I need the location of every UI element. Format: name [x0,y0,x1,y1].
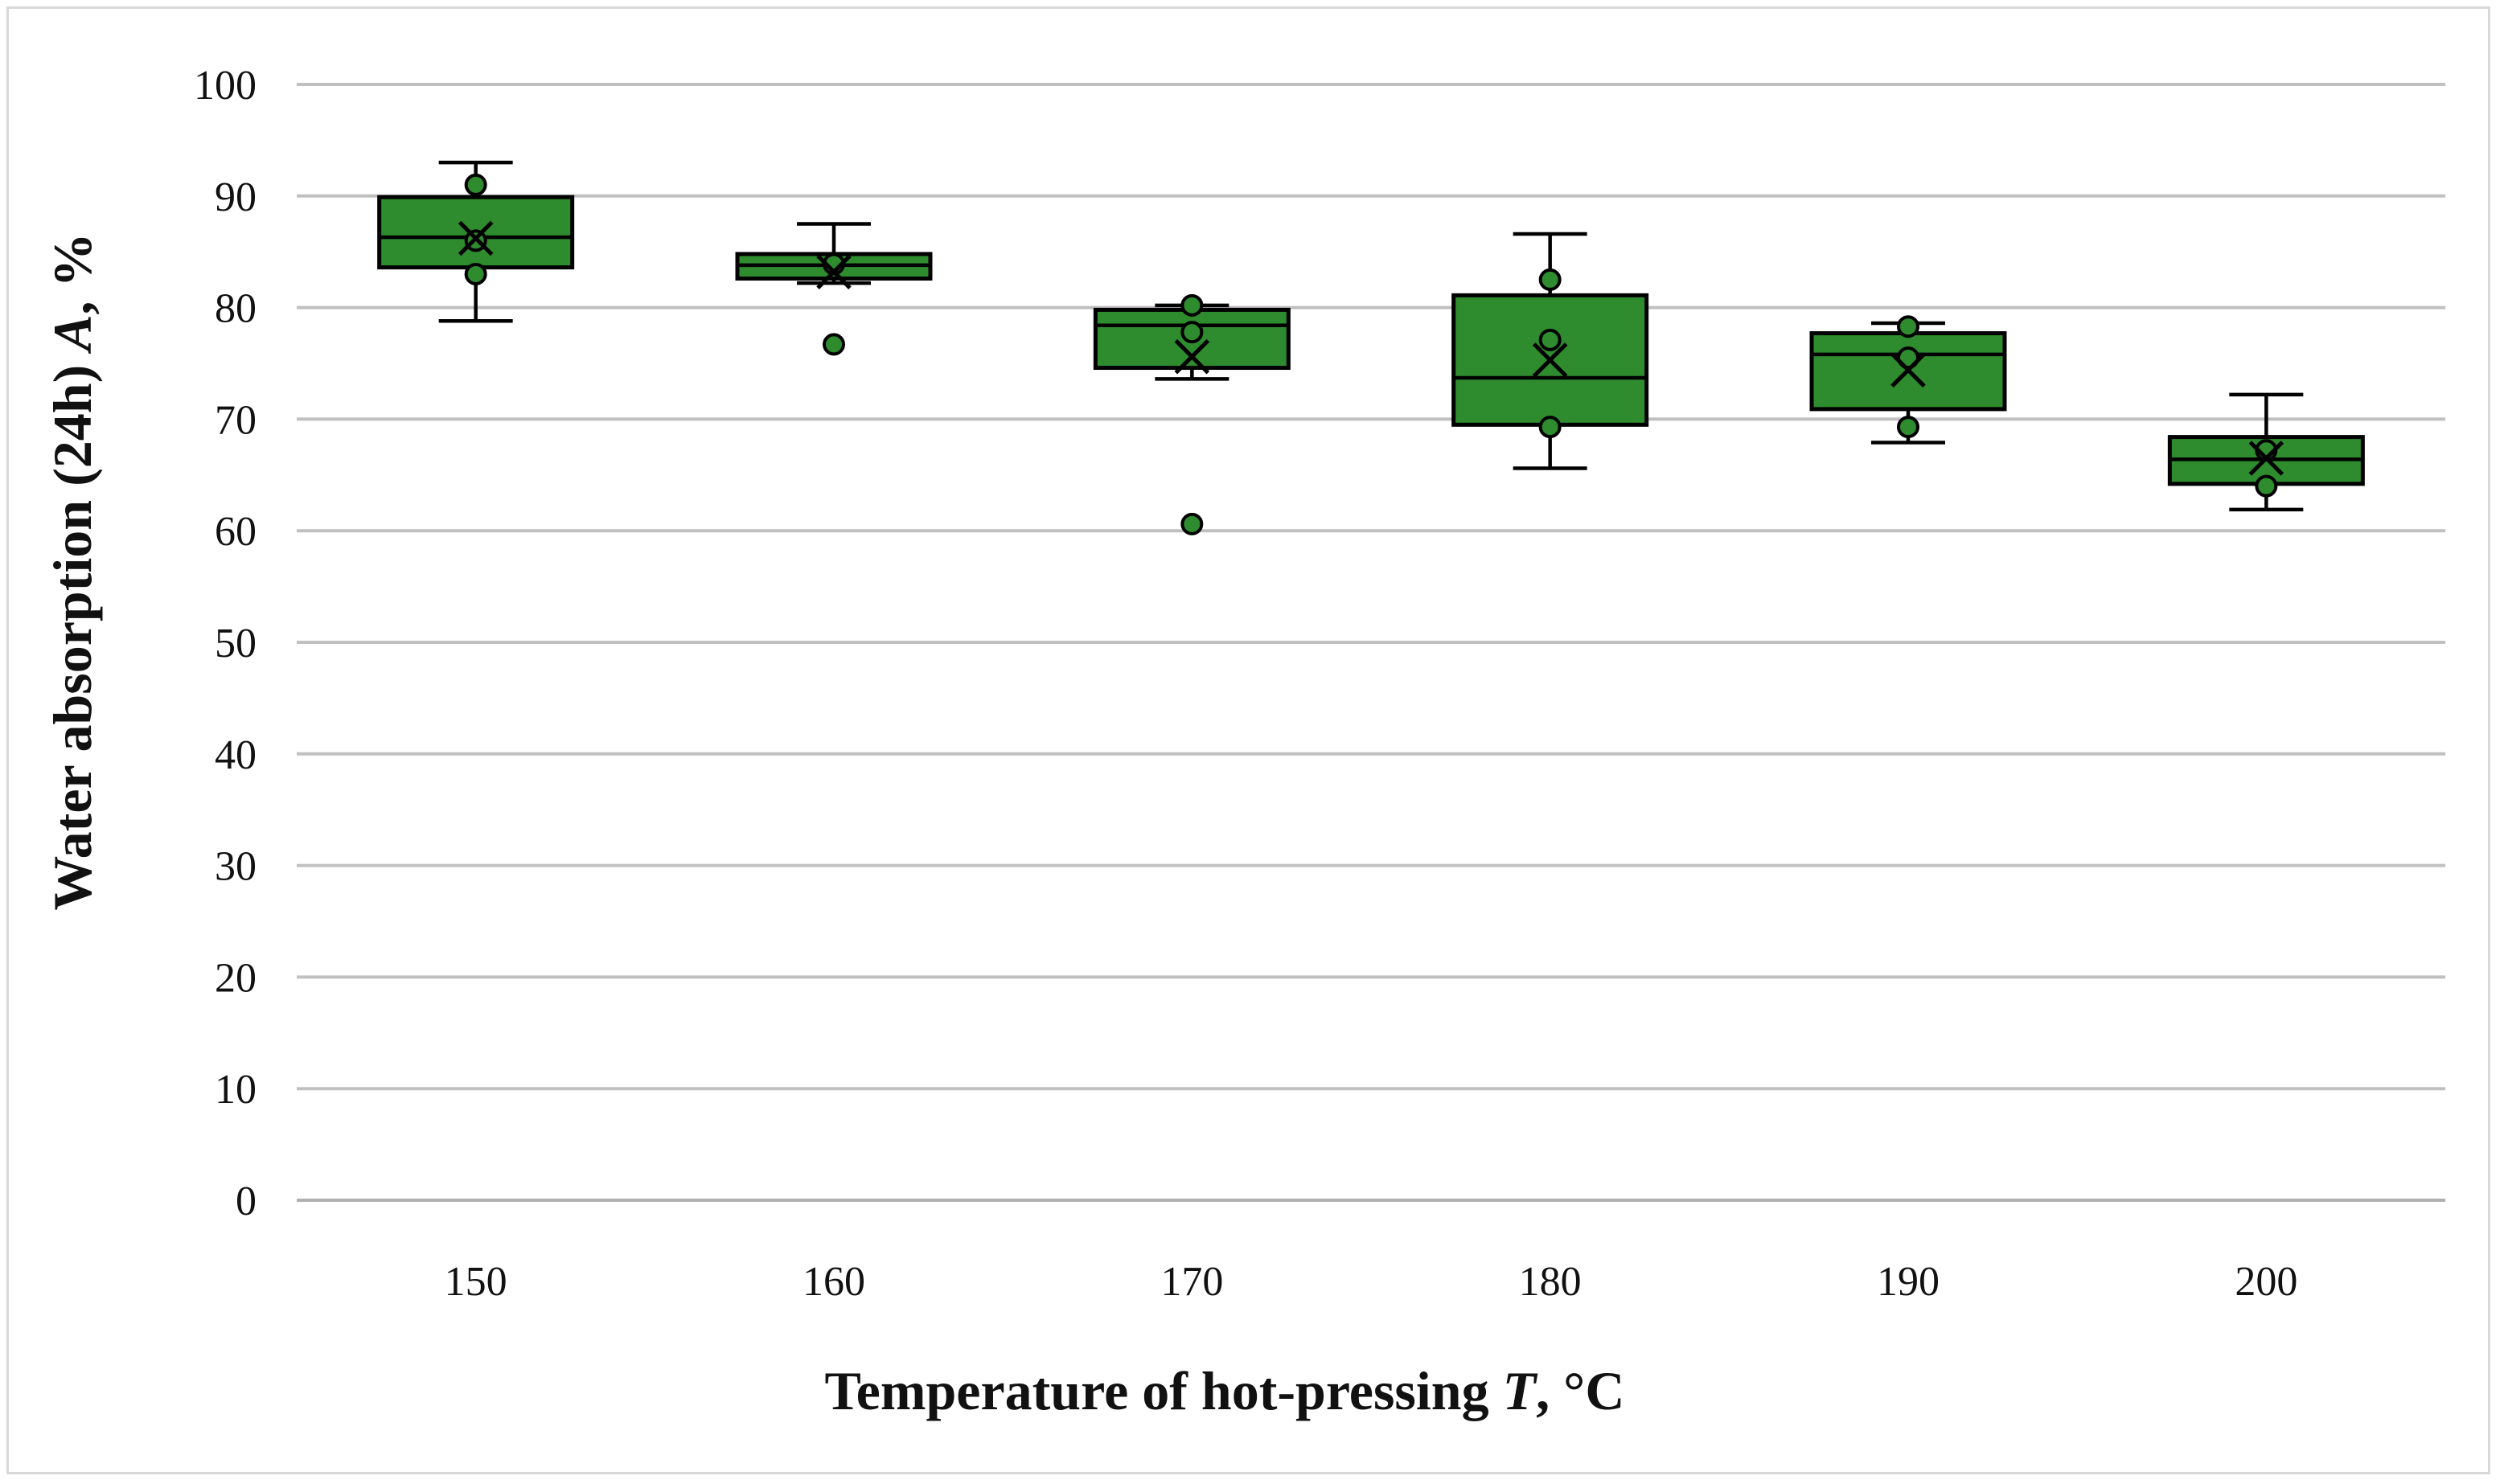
chart-frame: 0 10 20 30 40 50 60 70 80 90 100 150 160 170 180 190 20… [6,6,2490,1474]
y-axis-title: Water absorption (24h) A, % [42,232,103,910]
y-tick-label-20: 20 [215,955,257,1001]
data-point-0 [1538,268,1562,291]
data-point-2 [1897,416,1919,439]
x-tick-label-180: 180 [1519,1259,1582,1305]
y-tick-label-10: 10 [215,1067,257,1113]
box-150 [377,160,575,323]
mean-marker-b [816,254,852,289]
box-series [377,160,2365,535]
box-plot-chart: 0 10 20 30 40 50 60 70 80 90 100 150 160 170 180 190 20… [42,63,2445,1421]
y-tick-label-40: 40 [215,732,257,778]
y-tick-label-0: 0 [236,1179,257,1224]
box-200 [2167,392,2365,512]
mean-marker-b [458,220,494,256]
outlier-point-0 [1180,512,1204,535]
mean-marker-b [2248,441,2284,476]
x-tick-label-170: 170 [1160,1259,1223,1305]
x-tick-labels: 150 160 170 180 190 200 [445,1259,2298,1305]
box-180 [1451,232,1649,470]
y-tick-label-50: 50 [215,621,257,666]
y-tick-labels: 0 10 20 30 40 50 60 70 80 90 100 [194,63,257,1224]
x-tick-label-160: 160 [803,1259,865,1305]
grid-lines [297,83,2445,1202]
x-tick-label-190: 190 [1877,1259,1940,1305]
x-tick-label-150: 150 [445,1259,507,1305]
y-tick-label-100: 100 [194,63,257,109]
x-axis-title: Temperature of hot-pressing T, °C [825,1360,1625,1421]
data-point-2 [1538,416,1562,439]
data-point-1 [1538,328,1562,351]
y-tick-label-90: 90 [215,174,257,220]
box-190 [1809,315,2007,445]
mean-marker-b [1890,352,1926,388]
mean-marker-b [1174,338,1210,375]
y-tick-label-60: 60 [215,509,257,555]
data-point-0 [464,173,487,196]
data-point-2 [464,262,487,285]
x-tick-label-200: 200 [2235,1259,2297,1305]
data-point-0 [1897,315,1919,338]
data-point-1 [1180,321,1204,344]
data-point-1 [2255,474,2278,498]
y-tick-label-30: 30 [215,844,257,890]
y-tick-label-70: 70 [215,397,257,443]
data-point-0 [1180,293,1204,317]
outlier-point-0 [823,333,845,356]
y-tick-label-80: 80 [215,286,257,332]
box-160 [735,222,933,356]
mean-marker-b [1532,342,1568,378]
box-170 [1093,293,1291,535]
